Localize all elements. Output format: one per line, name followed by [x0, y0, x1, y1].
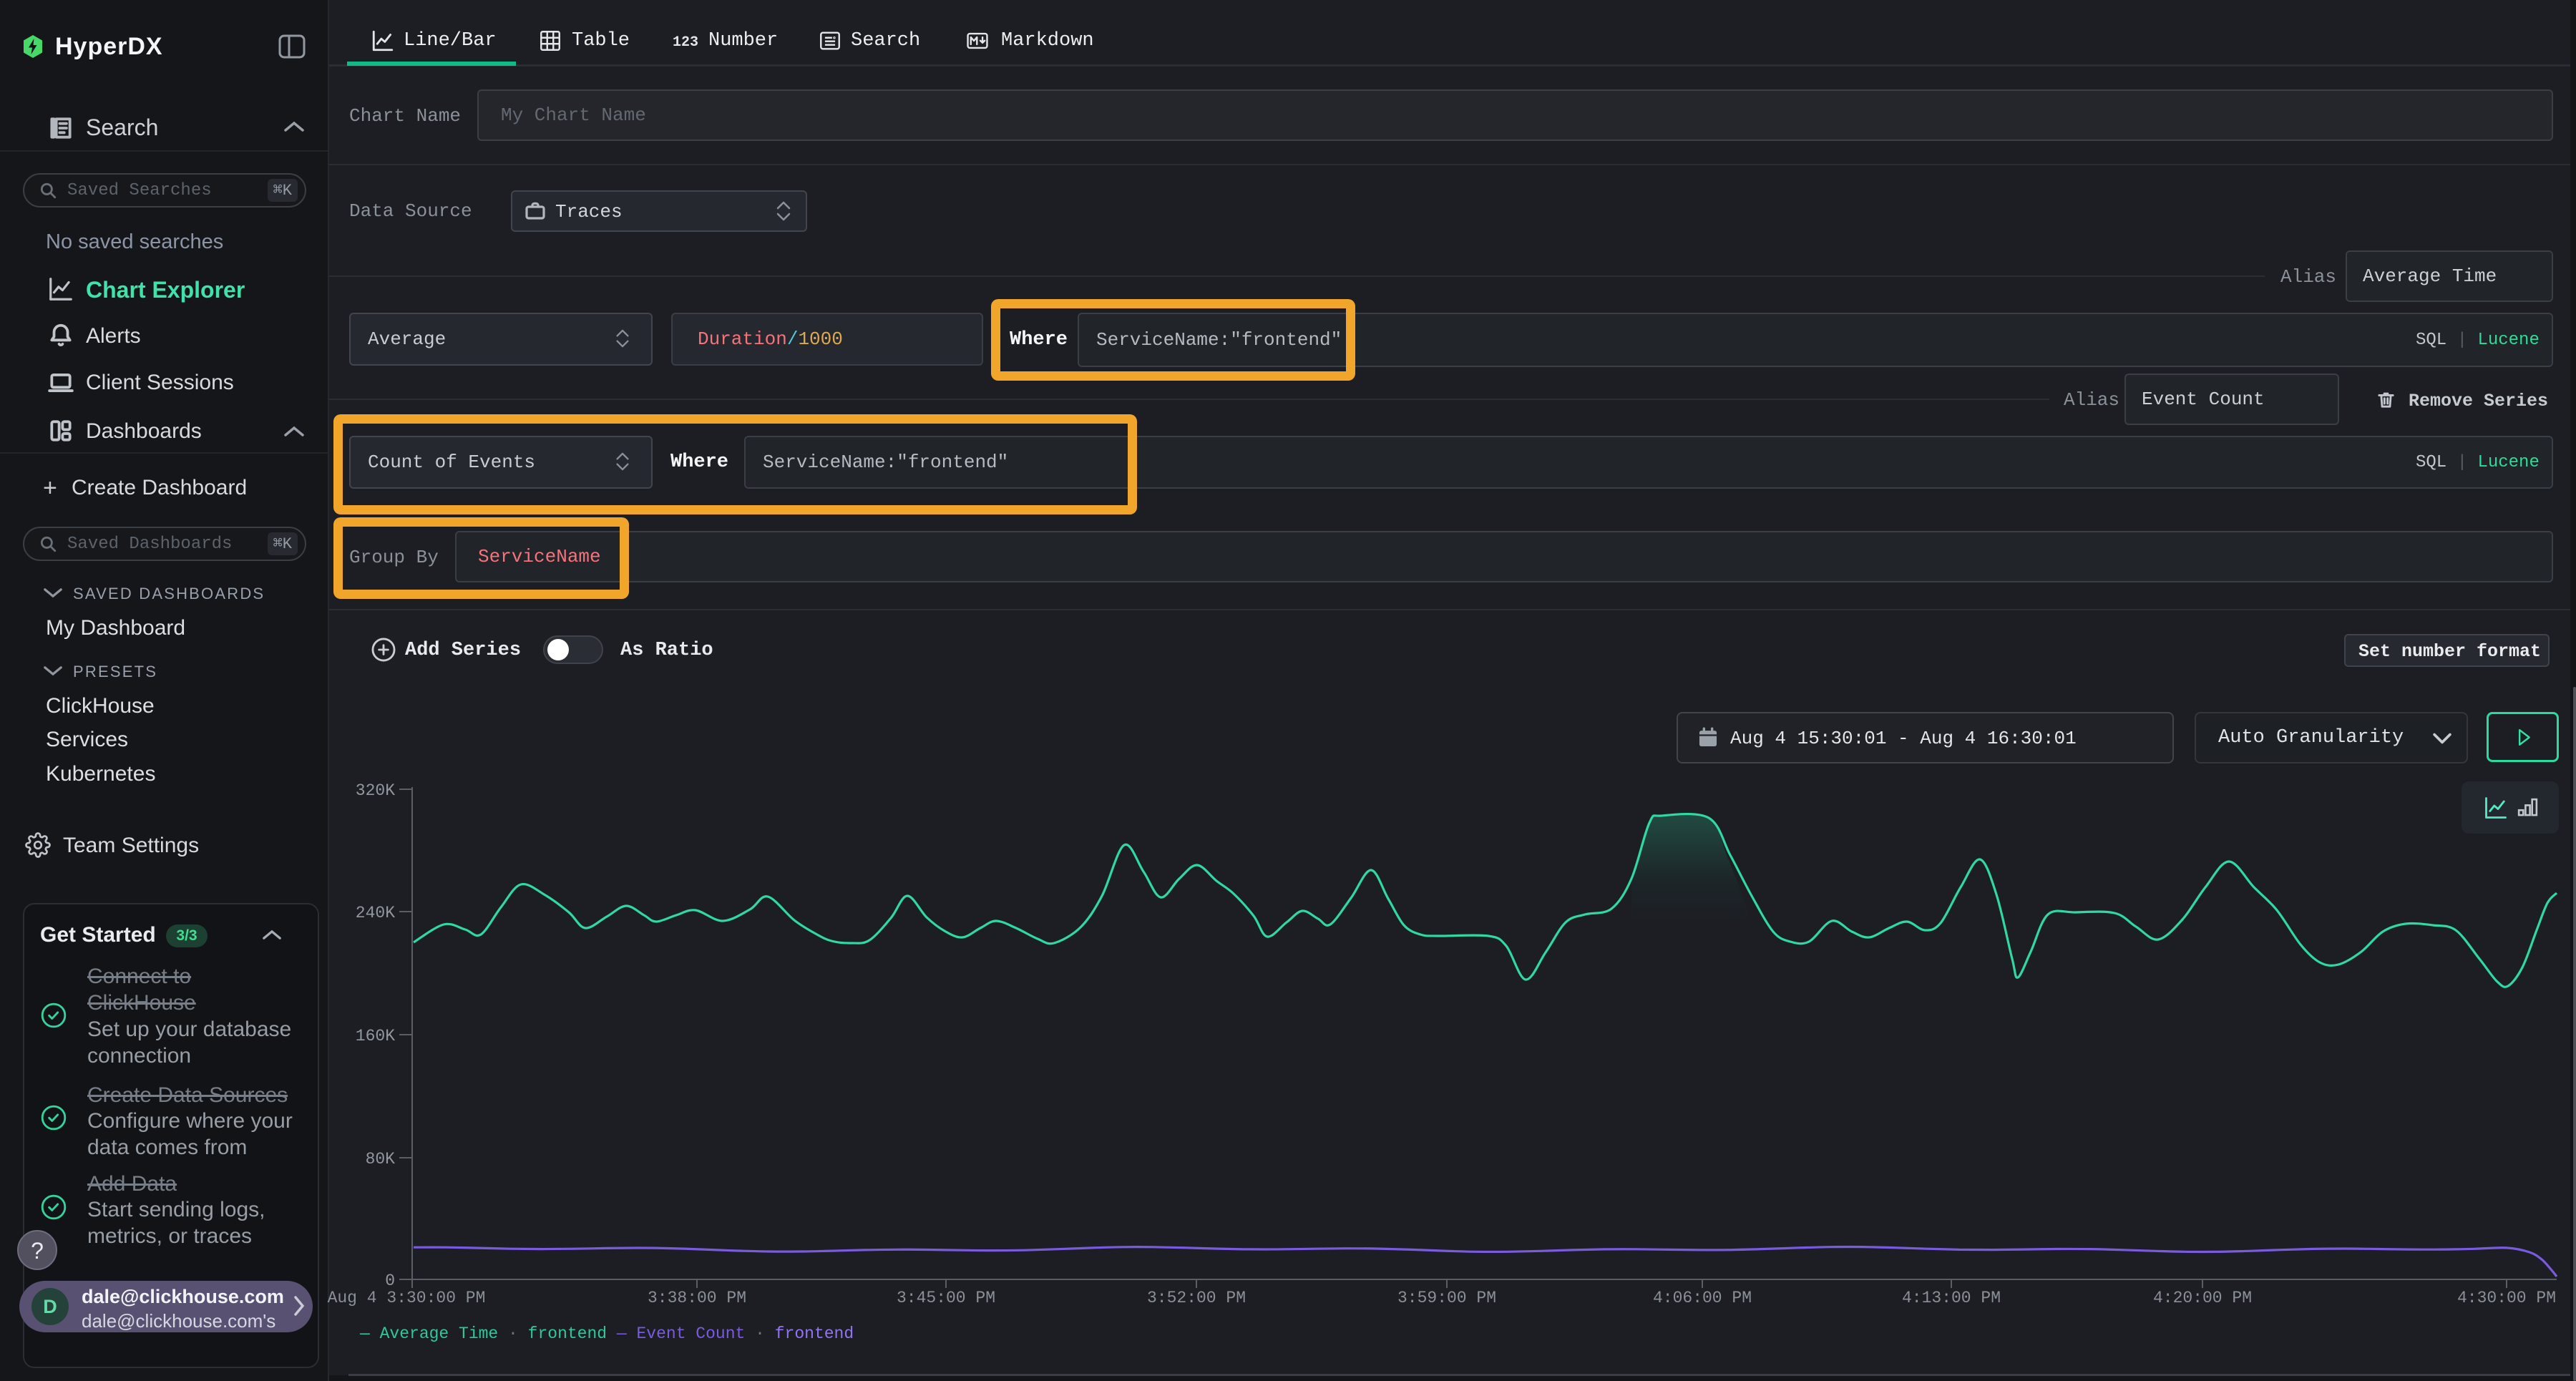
svg-text:Aug 4 3:30:00 PM: Aug 4 3:30:00 PM	[328, 1289, 486, 1307]
svg-text:0: 0	[385, 1272, 395, 1290]
svg-text:— Average Time · frontend — Ev: — Average Time · frontend — Event Count …	[359, 1324, 854, 1343]
svg-text:3:59:00 PM: 3:59:00 PM	[1397, 1289, 1496, 1307]
svg-text:4:06:00 PM: 4:06:00 PM	[1653, 1289, 1752, 1307]
svg-text:80K: 80K	[366, 1150, 396, 1168]
svg-text:3:45:00 PM: 3:45:00 PM	[897, 1289, 995, 1307]
svg-text:4:20:00 PM: 4:20:00 PM	[2153, 1289, 2252, 1307]
svg-text:320K: 320K	[356, 781, 395, 800]
svg-text:240K: 240K	[356, 904, 395, 922]
svg-text:4:13:00 PM: 4:13:00 PM	[1902, 1289, 2001, 1307]
svg-text:3:52:00 PM: 3:52:00 PM	[1147, 1289, 1246, 1307]
svg-text:4:30:00 PM: 4:30:00 PM	[2457, 1289, 2556, 1307]
svg-text:160K: 160K	[356, 1027, 395, 1045]
svg-text:3:38:00 PM: 3:38:00 PM	[648, 1289, 746, 1307]
